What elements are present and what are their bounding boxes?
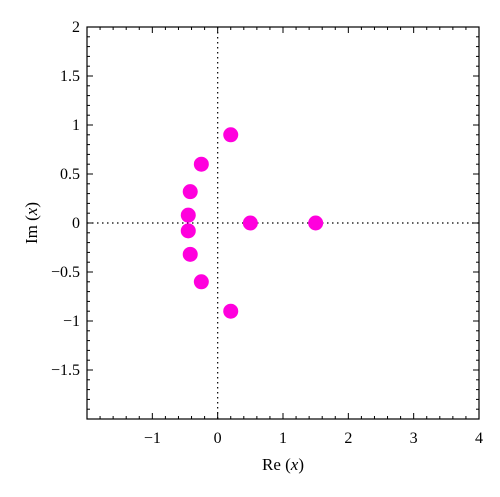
x-tick-label: 0 [214,430,222,447]
data-point [182,246,198,262]
y-tick-label: 2 [72,19,80,36]
data-point [308,215,324,231]
data-point [182,184,198,200]
x-tick-labels: −1 0 1 2 3 4 [144,430,483,447]
data-point [180,207,196,223]
data-point [180,223,196,239]
x-tick-label: 3 [410,430,418,447]
x-axis-title: Re (x) [262,455,304,474]
x-tick-label: 2 [344,430,352,447]
data-point [193,156,209,172]
y-axis-title: Im (x) [22,202,41,244]
x-tick-label: 1 [279,430,287,447]
x-tick-label: −1 [144,430,161,447]
reference-lines [87,27,479,419]
y-tick-label: 1 [72,117,80,134]
data-point [223,127,239,143]
y-tick-label: 0 [72,215,80,232]
y-tick-label: −1 [63,313,80,330]
x-tick-label: 4 [475,430,483,447]
y-tick-label: 1.5 [60,68,80,85]
y-tick-label: −0.5 [51,264,80,281]
data-points [180,127,324,319]
data-point [242,215,258,231]
data-point [223,303,239,319]
tick-marks [86,26,480,420]
y-tick-label: 0.5 [60,166,80,183]
y-tick-label: −1.5 [51,362,80,379]
data-point [193,274,209,290]
y-tick-labels: 2 1.5 1 0.5 0 −0.5 −1 −1.5 [51,19,80,379]
